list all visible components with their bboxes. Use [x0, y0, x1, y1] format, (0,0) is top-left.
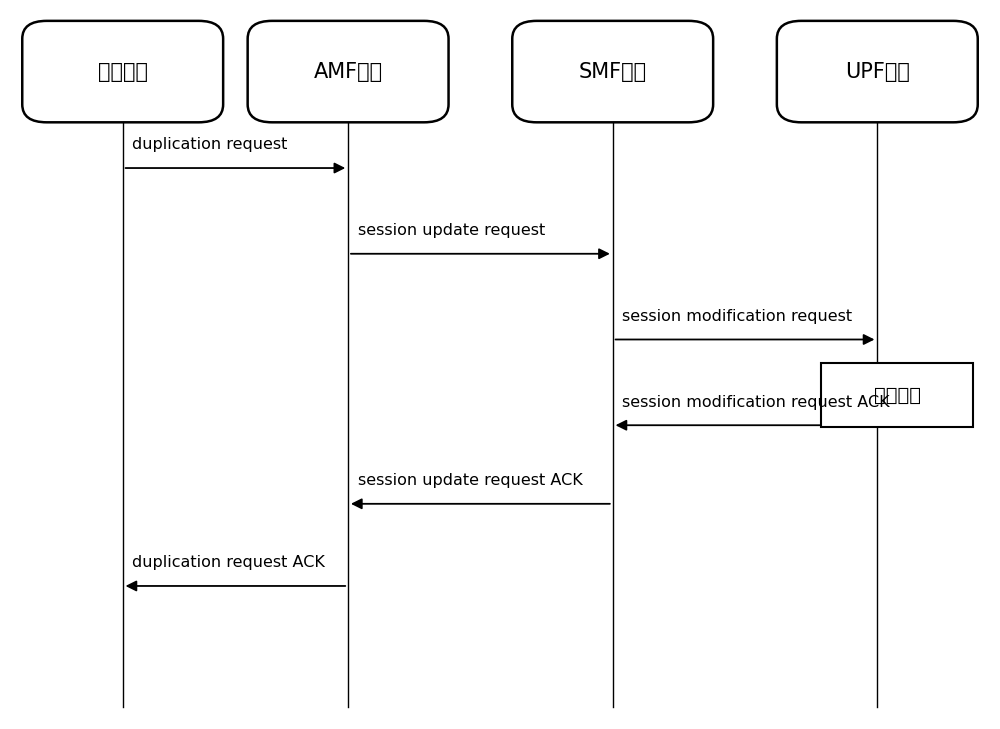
Text: 会话修改: 会话修改	[874, 386, 921, 405]
Text: duplication request ACK: duplication request ACK	[132, 555, 325, 570]
Text: duplication request: duplication request	[132, 137, 288, 152]
FancyBboxPatch shape	[777, 21, 978, 122]
Text: session modification request ACK: session modification request ACK	[622, 394, 890, 410]
Text: session modification request: session modification request	[622, 309, 853, 324]
Text: AMF设备: AMF设备	[314, 61, 383, 82]
FancyBboxPatch shape	[248, 21, 449, 122]
Text: 目标基站: 目标基站	[98, 61, 148, 82]
Text: SMF设备: SMF设备	[579, 61, 647, 82]
FancyBboxPatch shape	[22, 21, 223, 122]
Text: UPF设备: UPF设备	[845, 61, 910, 82]
Text: session update request ACK: session update request ACK	[358, 473, 583, 488]
FancyBboxPatch shape	[512, 21, 713, 122]
Bar	[821, 363, 973, 427]
Text: session update request: session update request	[358, 223, 545, 238]
